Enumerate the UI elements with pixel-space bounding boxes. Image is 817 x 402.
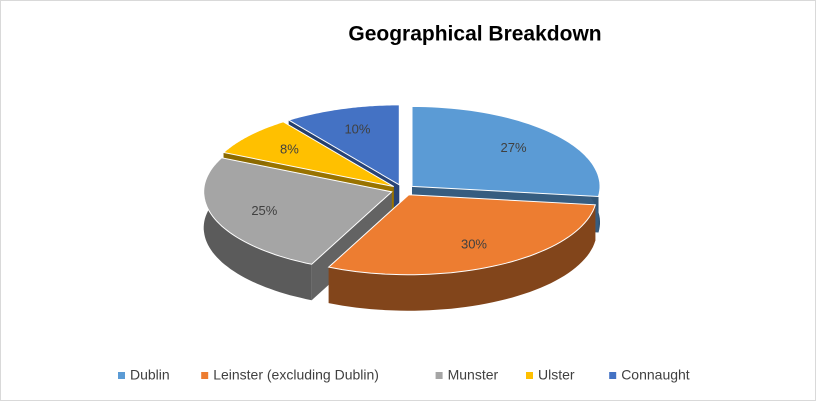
legend-label: Munster [448, 367, 499, 383]
data-label: 27% [501, 140, 527, 155]
data-label: 8% [280, 141, 299, 156]
legend-label: Dublin [130, 367, 170, 383]
slice-top [203, 157, 393, 265]
legend-label: Connaught [621, 367, 690, 383]
slice-top [287, 104, 400, 186]
legend-label: Leinster (excluding Dublin) [213, 367, 379, 383]
legend-swatch [609, 372, 617, 379]
slice-top [327, 194, 596, 276]
legend-swatch [435, 372, 443, 379]
legend-swatch [526, 372, 533, 379]
legend-label: Ulster [538, 367, 575, 383]
slice-top [222, 121, 395, 188]
slice-wall [203, 157, 312, 301]
legend-swatch [118, 372, 125, 379]
data-label: 10% [344, 122, 370, 137]
legend-swatch [201, 372, 209, 379]
slice-wall [328, 204, 596, 311]
slice [327, 194, 596, 311]
data-label: 30% [461, 237, 487, 252]
chart-title: Geographical Breakdown [348, 23, 601, 46]
slice-top [411, 105, 601, 198]
data-label: 25% [251, 203, 277, 218]
